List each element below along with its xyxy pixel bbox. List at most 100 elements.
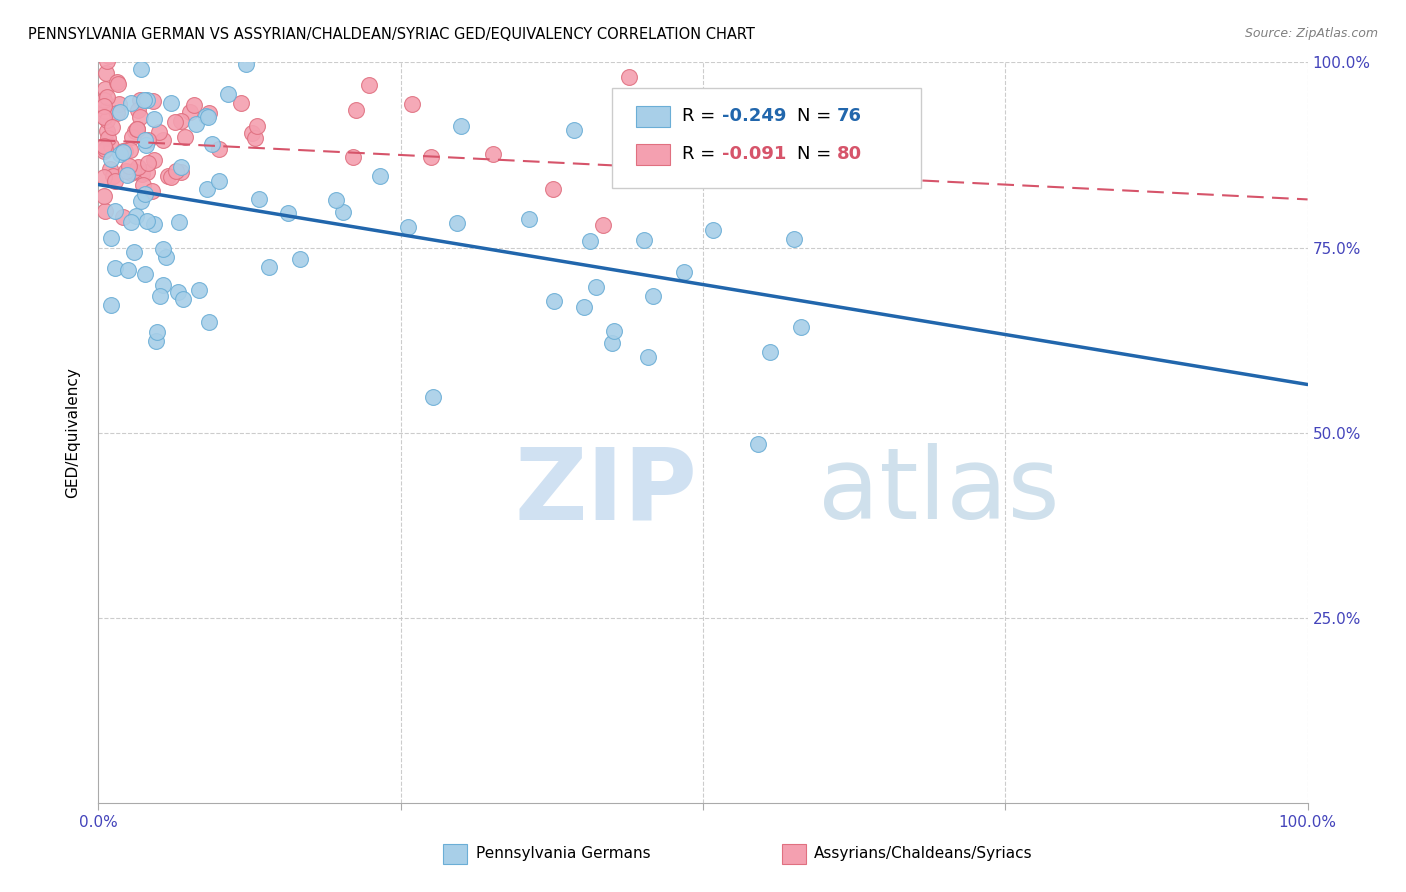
Point bbox=[257, 260, 280, 275]
Point bbox=[603, 324, 626, 338]
Point bbox=[100, 298, 122, 312]
Point bbox=[401, 97, 423, 112]
Point bbox=[98, 162, 121, 177]
Point bbox=[120, 40, 142, 54]
Point bbox=[543, 182, 565, 196]
Point bbox=[141, 184, 163, 198]
Point bbox=[579, 234, 602, 248]
Point bbox=[111, 144, 134, 158]
Point bbox=[138, 155, 160, 169]
Text: 76: 76 bbox=[837, 108, 862, 126]
Point bbox=[101, 120, 124, 134]
Point bbox=[134, 187, 156, 202]
Point bbox=[643, 289, 665, 303]
Point bbox=[422, 390, 444, 404]
Point bbox=[127, 161, 149, 175]
Point bbox=[152, 133, 174, 147]
Point bbox=[104, 174, 127, 188]
Point bbox=[93, 144, 115, 158]
Point bbox=[135, 138, 157, 153]
Text: N =: N = bbox=[797, 145, 838, 163]
Point bbox=[100, 152, 122, 166]
Point bbox=[118, 143, 141, 157]
Point bbox=[332, 204, 354, 219]
Point bbox=[702, 223, 724, 237]
Point bbox=[111, 210, 134, 224]
Point bbox=[118, 159, 141, 173]
Point bbox=[543, 293, 565, 308]
Point bbox=[108, 146, 131, 161]
Text: Source: ZipAtlas.com: Source: ZipAtlas.com bbox=[1244, 27, 1378, 40]
Text: R =: R = bbox=[682, 145, 721, 163]
Text: 80: 80 bbox=[837, 145, 862, 163]
Point bbox=[117, 262, 139, 277]
Point bbox=[195, 182, 218, 196]
Point bbox=[790, 320, 813, 334]
Point bbox=[170, 114, 193, 128]
Point bbox=[165, 164, 187, 178]
Point bbox=[107, 77, 129, 91]
Point bbox=[135, 213, 157, 227]
Point bbox=[208, 174, 231, 188]
Point bbox=[208, 142, 231, 156]
Point bbox=[186, 117, 208, 131]
Point bbox=[344, 103, 367, 118]
Point bbox=[368, 169, 391, 183]
Point bbox=[131, 62, 153, 76]
Point bbox=[325, 193, 347, 207]
Point bbox=[100, 230, 122, 244]
Y-axis label: GED/Equivalency: GED/Equivalency bbox=[65, 368, 80, 498]
FancyBboxPatch shape bbox=[637, 106, 671, 127]
FancyBboxPatch shape bbox=[613, 88, 921, 188]
FancyBboxPatch shape bbox=[782, 844, 806, 863]
Point bbox=[94, 82, 117, 96]
Point bbox=[94, 142, 117, 156]
Text: -0.091: -0.091 bbox=[723, 145, 787, 163]
Point bbox=[165, 115, 187, 129]
Point bbox=[97, 130, 120, 145]
Point bbox=[145, 334, 167, 348]
Point bbox=[93, 98, 115, 112]
Text: Pennsylvania Germans: Pennsylvania Germans bbox=[475, 847, 651, 862]
Point bbox=[142, 153, 165, 168]
Point bbox=[96, 54, 118, 69]
Point bbox=[359, 78, 381, 92]
Point bbox=[110, 104, 132, 119]
Point bbox=[104, 260, 127, 275]
Point bbox=[93, 189, 115, 203]
Point bbox=[125, 209, 148, 223]
Point bbox=[96, 90, 118, 104]
Point bbox=[131, 167, 153, 181]
Point bbox=[142, 94, 165, 108]
Point bbox=[240, 126, 263, 140]
Point bbox=[633, 233, 655, 247]
Point bbox=[120, 214, 142, 228]
Point bbox=[134, 267, 156, 281]
Point bbox=[93, 110, 115, 124]
Point bbox=[108, 96, 131, 111]
Point bbox=[159, 95, 181, 110]
Point bbox=[247, 192, 270, 206]
Point bbox=[396, 219, 419, 234]
Point bbox=[105, 75, 128, 89]
Point bbox=[277, 206, 299, 220]
Point bbox=[114, 144, 136, 158]
Point bbox=[122, 163, 145, 178]
Point bbox=[125, 122, 148, 136]
Point bbox=[188, 283, 211, 297]
Point bbox=[235, 57, 257, 71]
Point bbox=[100, 138, 122, 153]
Point bbox=[245, 131, 267, 145]
Text: ZIP: ZIP bbox=[515, 443, 697, 541]
Point bbox=[747, 436, 769, 450]
Point bbox=[170, 160, 193, 174]
Point bbox=[170, 164, 193, 178]
Point bbox=[132, 93, 155, 107]
Point bbox=[288, 252, 311, 266]
Point bbox=[129, 194, 152, 208]
Point bbox=[135, 165, 157, 179]
Point bbox=[142, 217, 165, 231]
Point bbox=[167, 215, 190, 229]
Point bbox=[450, 119, 472, 133]
Point bbox=[129, 93, 152, 107]
